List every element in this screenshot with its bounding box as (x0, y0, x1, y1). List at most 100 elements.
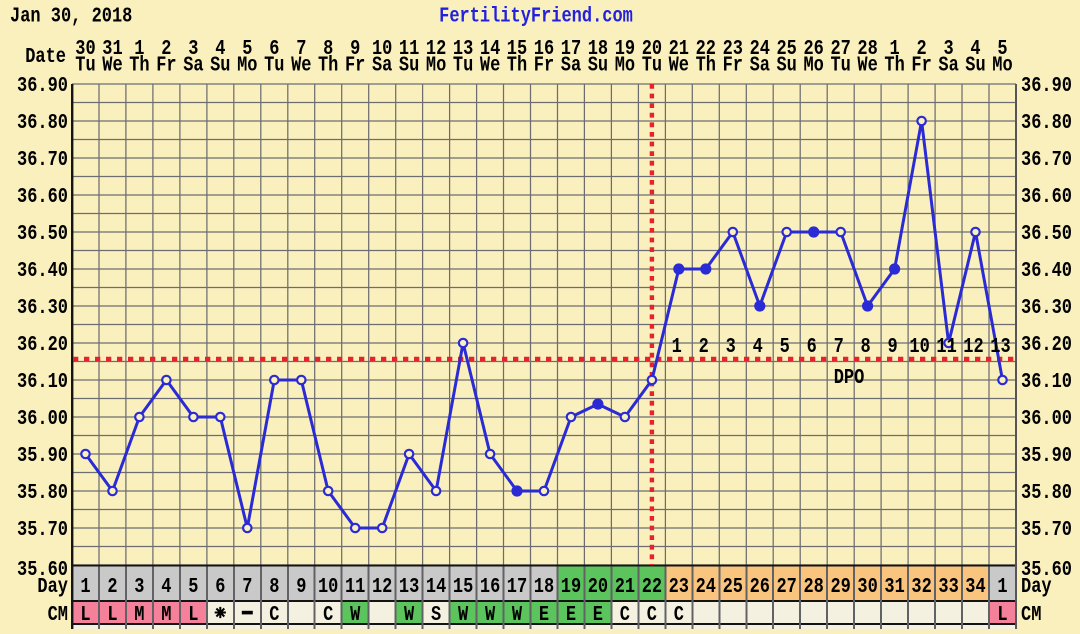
svg-text:36.80: 36.80 (1021, 110, 1072, 134)
svg-text:Th: Th (696, 53, 716, 77)
svg-text:36.10: 36.10 (17, 369, 68, 393)
svg-text:C: C (269, 602, 279, 626)
svg-text:Mo: Mo (615, 53, 635, 77)
svg-text:Tu: Tu (453, 53, 473, 77)
svg-text:36.10: 36.10 (1021, 369, 1072, 393)
svg-text:1: 1 (997, 574, 1007, 598)
svg-text:35.80: 35.80 (1021, 480, 1072, 504)
svg-text:35.70: 35.70 (17, 517, 68, 541)
svg-text:21: 21 (669, 36, 689, 60)
svg-text:Sa: Sa (183, 53, 204, 77)
svg-text:11: 11 (345, 574, 365, 598)
svg-text:1: 1 (134, 36, 144, 60)
svg-text:Day: Day (37, 574, 68, 598)
svg-text:E: E (566, 602, 576, 626)
svg-text:L: L (188, 602, 198, 626)
svg-text:E: E (593, 602, 603, 626)
svg-text:7: 7 (834, 334, 844, 358)
svg-text:19: 19 (615, 36, 635, 60)
svg-text:25: 25 (723, 574, 743, 598)
svg-text:Fr: Fr (156, 53, 176, 77)
svg-text:Sa: Sa (561, 53, 582, 77)
svg-text:35.60: 35.60 (1021, 557, 1072, 581)
svg-text:36.90: 36.90 (17, 73, 68, 97)
svg-text:Fr: Fr (911, 53, 931, 77)
svg-text:36.70: 36.70 (17, 147, 68, 171)
svg-text:24: 24 (696, 574, 716, 598)
svg-text:17: 17 (507, 574, 527, 598)
svg-text:Th: Th (507, 53, 527, 77)
svg-text:2: 2 (161, 36, 171, 60)
svg-text:35.60: 35.60 (17, 557, 68, 581)
svg-text:7: 7 (242, 574, 252, 598)
svg-text:12: 12 (372, 574, 392, 598)
svg-text:1: 1 (672, 334, 682, 358)
svg-text:W: W (458, 602, 469, 626)
svg-text:5: 5 (780, 334, 790, 358)
svg-text:25: 25 (776, 36, 796, 60)
svg-text:5: 5 (997, 36, 1007, 60)
svg-text:22: 22 (642, 574, 662, 598)
svg-text:33: 33 (938, 574, 958, 598)
svg-text:36.30: 36.30 (1021, 295, 1072, 319)
svg-text:36.30: 36.30 (17, 295, 68, 319)
svg-text:36.90: 36.90 (1021, 73, 1072, 97)
svg-text:Th: Th (318, 53, 338, 77)
svg-text:9: 9 (350, 36, 360, 60)
svg-text:8: 8 (269, 574, 279, 598)
svg-text:FertilityFriend.com: FertilityFriend.com (439, 4, 633, 28)
svg-text:4: 4 (753, 334, 763, 358)
svg-text:31: 31 (102, 36, 122, 60)
svg-text:11: 11 (399, 36, 419, 60)
svg-text:Su: Su (776, 53, 796, 77)
svg-text:Sa: Sa (372, 53, 393, 77)
svg-text:We: We (291, 53, 311, 77)
svg-text:5: 5 (188, 574, 198, 598)
svg-text:36.60: 36.60 (1021, 184, 1072, 208)
svg-text:4: 4 (970, 36, 980, 60)
svg-text:15: 15 (507, 36, 527, 60)
svg-text:E: E (539, 602, 549, 626)
svg-text:L: L (80, 602, 90, 626)
svg-text:Fr: Fr (534, 53, 554, 77)
svg-text:We: We (480, 53, 500, 77)
svg-text:12: 12 (426, 36, 446, 60)
svg-text:29: 29 (830, 574, 850, 598)
svg-text:31: 31 (884, 574, 904, 598)
svg-text:13: 13 (453, 36, 473, 60)
svg-text:Su: Su (588, 53, 608, 77)
svg-text:W: W (350, 602, 361, 626)
svg-text:22: 22 (696, 36, 716, 60)
svg-text:8: 8 (860, 334, 870, 358)
svg-text:14: 14 (426, 574, 446, 598)
svg-text:L: L (997, 602, 1007, 626)
svg-text:28: 28 (857, 36, 877, 60)
svg-text:Tu: Tu (75, 53, 95, 77)
svg-text:1: 1 (80, 574, 90, 598)
svg-text:24: 24 (750, 36, 770, 60)
svg-text:20: 20 (642, 36, 662, 60)
svg-text:18: 18 (588, 36, 608, 60)
svg-text:We: We (857, 53, 877, 77)
svg-text:36.50: 36.50 (17, 221, 68, 245)
svg-text:1: 1 (889, 36, 899, 60)
svg-text:21: 21 (615, 574, 635, 598)
svg-text:7: 7 (296, 36, 306, 60)
svg-text:3: 3 (943, 36, 953, 60)
svg-text:C: C (647, 602, 657, 626)
svg-text:19: 19 (561, 574, 581, 598)
svg-text:36.80: 36.80 (17, 110, 68, 134)
svg-text:18: 18 (534, 574, 554, 598)
svg-text:Date: Date (25, 44, 66, 68)
svg-text:Th: Th (884, 53, 904, 77)
svg-text:Sa: Sa (750, 53, 771, 77)
svg-text:36.40: 36.40 (1021, 258, 1072, 282)
svg-text:9: 9 (296, 574, 306, 598)
svg-text:36.50: 36.50 (1021, 221, 1072, 245)
svg-text:36.70: 36.70 (1021, 147, 1072, 171)
svg-text:Su: Su (399, 53, 419, 77)
svg-text:3: 3 (188, 36, 198, 60)
svg-text:3: 3 (134, 574, 144, 598)
svg-text:36.00: 36.00 (1021, 406, 1072, 430)
svg-text:14: 14 (480, 36, 500, 60)
